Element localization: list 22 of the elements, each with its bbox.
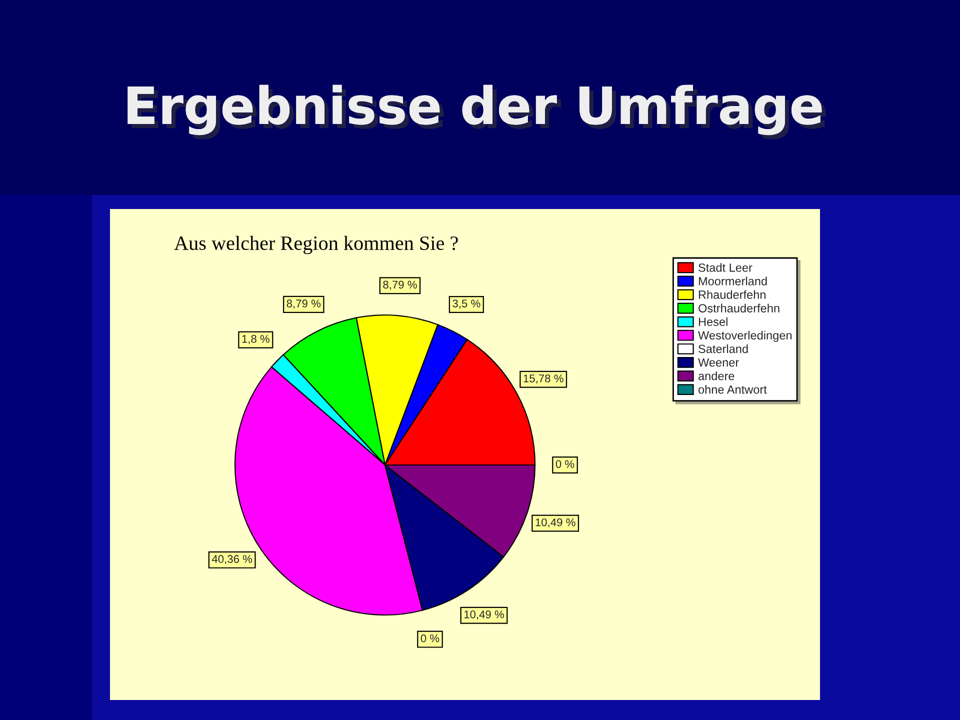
data-label: 8,79 %: [383, 280, 417, 290]
legend-label: Westoverledingen: [698, 330, 792, 342]
chart-subtitle: Aus welcher Region kommen Sie ?: [174, 236, 458, 254]
legend-label: Hesel: [698, 317, 728, 326]
legend-label: andere: [698, 372, 734, 380]
text: 0 %: [556, 460, 574, 468]
legend-label: Ostrhauderfehn: [698, 304, 780, 312]
chart-title: Ergebnisse der Umfrage: [128, 84, 826, 140]
data-label: 10,49 %: [464, 610, 504, 620]
legend-label: Stadt Leer: [698, 263, 752, 272]
legend-label: Rhauderfehn: [698, 290, 766, 299]
data-label: 3,5 %: [452, 300, 480, 309]
text: 0 %: [420, 634, 440, 642]
data-label: 40,36 %: [212, 555, 252, 564]
data-label: 8,79 %: [286, 300, 321, 309]
legend-label: Weener: [698, 358, 739, 367]
data-label: 1,8 %: [242, 334, 270, 344]
data-label: 15,78 %: [524, 374, 564, 384]
legend-label: Saterland: [698, 344, 748, 354]
legend-label: ohne Antwort: [698, 385, 767, 394]
legend-label: Moormerland: [698, 276, 767, 286]
data-label: 10,49 %: [536, 518, 576, 528]
